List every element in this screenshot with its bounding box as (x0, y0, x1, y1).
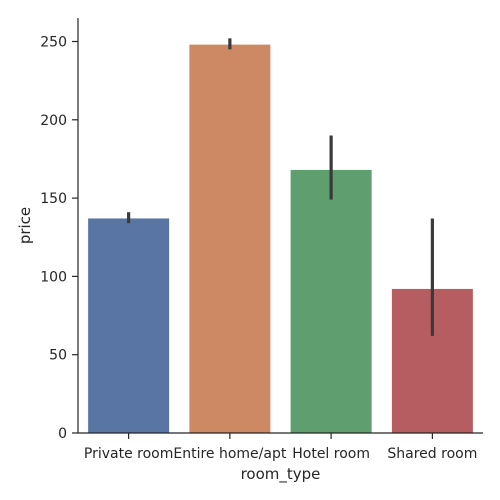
bar-private-room (88, 218, 170, 433)
y-tick-label: 50 (49, 348, 67, 364)
x-tick-label: Shared room (387, 446, 477, 462)
y-tick-label: 100 (40, 269, 67, 285)
y-tick-label: 0 (58, 426, 67, 442)
x-tick-label: Hotel room (292, 446, 370, 462)
y-tick-label: 150 (40, 191, 67, 207)
y-tick-label: 200 (40, 113, 67, 129)
y-axis-label: price (16, 207, 34, 244)
bar-hotel-room (290, 169, 372, 434)
x-tick-label: Private room (84, 446, 173, 462)
x-tick-label: Entire home/apt (173, 446, 286, 462)
error-bars-group (127, 38, 434, 336)
y-axis-ticks: 0 50 100 150 200 250 (40, 34, 78, 442)
y-tick-label: 250 (40, 34, 67, 50)
bar-entire-home-apt (189, 44, 271, 433)
bars-group (88, 44, 473, 434)
x-axis-ticks: Private room Entire home/apt Hotel room Sha… (84, 433, 477, 462)
x-axis-label: room_type (241, 465, 321, 484)
